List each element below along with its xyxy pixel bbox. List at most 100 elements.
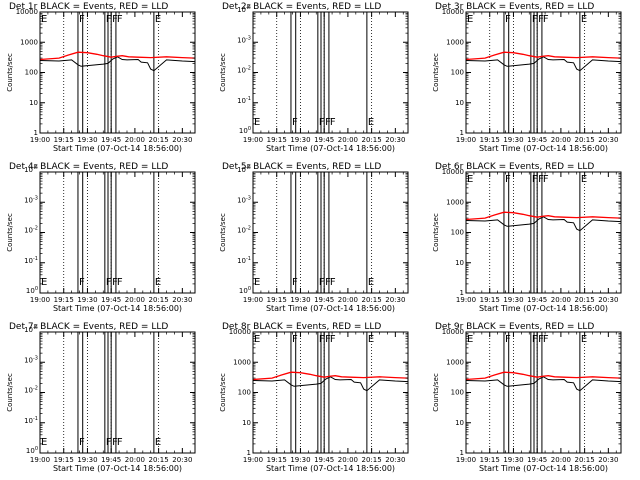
event-marker-label: E [254, 277, 260, 288]
x-tick-label: 19:00 [456, 456, 476, 464]
y-tick-label: 10-4 [237, 165, 251, 174]
y-axis-label: Counts/sec [219, 53, 227, 92]
event-marker-label: F [505, 14, 511, 25]
event-marker-label: E [155, 14, 161, 25]
x-axis-label: Start Time (07-Oct-14 18:56:00) [53, 464, 182, 473]
y-tick-label: 10 [455, 99, 464, 107]
y-tick-label: 1 [460, 449, 464, 457]
x-tick-label: 19:45 [314, 296, 334, 304]
event-marker-label: E [41, 14, 47, 25]
plot-frame [465, 11, 622, 134]
panel-det4r: Det 4r BLACK = Events, RED = LLD Counts/s… [6, 162, 196, 313]
x-tick-label: 20:30 [385, 136, 405, 144]
event-marker-label: F [325, 277, 331, 288]
y-tick-label: 10-2 [237, 226, 251, 235]
y-tick-label: 10-4 [237, 5, 251, 14]
event-marker-label: E [254, 117, 260, 128]
y-tick-label: 100 [25, 69, 38, 77]
x-tick-label: 20:15 [149, 456, 169, 464]
y-tick-label: 1 [247, 449, 251, 457]
event-marker-label: F [543, 334, 549, 345]
y-tick-label: 1000 [446, 38, 464, 46]
event-marker-label: F [117, 437, 123, 448]
x-tick-label: 19:00 [30, 136, 50, 144]
x-tick-label: 19:30 [77, 136, 97, 144]
x-tick-label: 20:15 [575, 296, 595, 304]
y-tick-label: 10 [455, 419, 464, 427]
x-tick-label: 19:00 [30, 296, 50, 304]
x-tick-label: 19:45 [527, 296, 547, 304]
series-events-line [465, 216, 622, 232]
event-marker-label: E [368, 277, 374, 288]
panel-det8r: Det 8r BLACK = Events, RED = LLD Counts/s… [219, 322, 409, 473]
plot-frame [39, 11, 196, 134]
x-tick-label: 19:00 [30, 456, 50, 464]
event-marker-label: F [532, 14, 538, 25]
y-tick-label: 1 [460, 289, 464, 297]
y-tick-label: 10000 [442, 328, 464, 336]
y-tick-label: 10-2 [237, 66, 251, 75]
y-tick-label: 10-3 [24, 355, 38, 364]
y-tick-label: 1000 [233, 358, 251, 366]
panel-title: Det 7r BLACK = Events, RED = LLD [9, 322, 168, 332]
panel-det9r: Det 9r BLACK = Events, RED = LLD Counts/s… [432, 322, 622, 473]
y-axis-label: Counts/sec [6, 213, 14, 252]
event-marker-label: F [538, 14, 544, 25]
x-tick-label: 20:00 [338, 296, 358, 304]
event-marker-label: F [292, 277, 298, 288]
series-events-line [252, 376, 409, 392]
event-marker-label: F [538, 174, 544, 185]
x-tick-label: 20:30 [598, 456, 618, 464]
y-tick-label: 10000 [16, 8, 38, 16]
x-tick-label: 19:00 [456, 136, 476, 144]
x-tick-label: 19:00 [243, 456, 263, 464]
y-tick-label: 10-1 [24, 416, 38, 425]
panel-title: Det 2r BLACK = Events, RED = LLD [222, 2, 381, 12]
x-tick-label: 20:00 [551, 136, 571, 144]
y-tick-label: 10-2 [24, 386, 38, 395]
x-tick-label: 20:00 [551, 296, 571, 304]
y-tick-label: 100 [26, 286, 38, 295]
event-marker-label: E [41, 277, 47, 288]
plot-frame [252, 331, 409, 454]
plot-frame [252, 11, 409, 134]
x-tick-label: 20:30 [172, 136, 192, 144]
event-marker-label: F [543, 14, 549, 25]
x-tick-label: 20:00 [338, 456, 358, 464]
y-tick-label: 1 [34, 129, 38, 137]
event-marker-label: F [79, 437, 85, 448]
y-axis-label: Counts/sec [432, 213, 440, 252]
y-tick-label: 1000 [20, 38, 38, 46]
x-tick-label: 19:45 [101, 456, 121, 464]
event-marker-label: F [112, 437, 118, 448]
plot-frame [465, 171, 622, 294]
event-marker-label: F [330, 334, 336, 345]
x-tick-label: 19:15 [480, 136, 500, 144]
x-axis-label: Start Time (07-Oct-14 18:56:00) [266, 304, 395, 313]
x-axis-label: Start Time (07-Oct-14 18:56:00) [479, 144, 608, 153]
x-tick-label: 20:15 [362, 456, 382, 464]
y-axis-label: Counts/sec [6, 53, 14, 92]
panel-title: Det 3r BLACK = Events, RED = LLD [435, 2, 594, 12]
y-axis-label: Counts/sec [219, 373, 227, 412]
plot-frame [39, 171, 196, 294]
y-axis-label: Counts/sec [432, 53, 440, 92]
x-tick-label: 20:15 [149, 136, 169, 144]
x-tick-label: 20:00 [551, 456, 571, 464]
event-marker-label: F [538, 334, 544, 345]
x-tick-label: 19:15 [54, 136, 74, 144]
y-tick-label: 10-1 [237, 96, 251, 105]
panel-det5r: Det 5r BLACK = Events, RED = LLD Counts/s… [219, 162, 409, 313]
y-tick-label: 1000 [446, 358, 464, 366]
event-marker-label: F [330, 277, 336, 288]
panel-det2r: Det 2r BLACK = Events, RED = LLD Counts/s… [219, 2, 409, 153]
x-axis-label: Start Time (07-Oct-14 18:56:00) [266, 464, 395, 473]
y-tick-label: 10000 [442, 168, 464, 176]
x-axis-label: Start Time (07-Oct-14 18:56:00) [479, 304, 608, 313]
plot-frame [252, 171, 409, 294]
y-tick-label: 10 [29, 99, 38, 107]
event-marker-label: E [581, 334, 587, 345]
x-tick-label: 19:00 [243, 136, 263, 144]
x-tick-label: 19:15 [267, 136, 287, 144]
